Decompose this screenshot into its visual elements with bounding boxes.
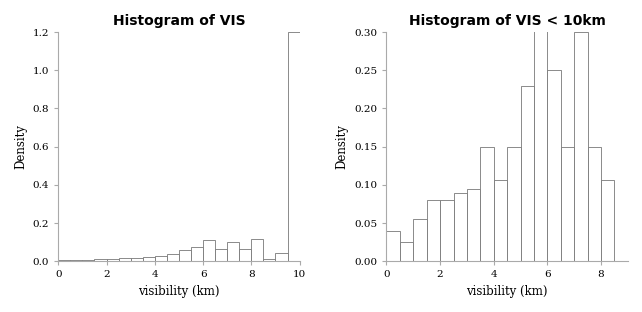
Bar [119, 258, 131, 261]
Bar [400, 242, 413, 261]
X-axis label: visibility (km): visibility (km) [466, 285, 548, 298]
Bar [548, 70, 560, 261]
Bar [507, 147, 521, 261]
Bar [453, 193, 467, 261]
Bar [560, 147, 574, 261]
Bar [534, 24, 548, 261]
Bar [427, 200, 440, 261]
Bar [521, 85, 534, 261]
Bar [227, 242, 239, 261]
Bar [155, 256, 167, 261]
Bar [131, 258, 143, 261]
Bar [587, 147, 601, 261]
Bar [94, 259, 107, 261]
Y-axis label: Density: Density [14, 124, 27, 169]
Bar [288, 32, 300, 261]
Bar [191, 247, 203, 261]
Bar [480, 147, 494, 261]
Bar [574, 32, 587, 261]
Bar [179, 250, 191, 261]
Bar [107, 259, 119, 261]
Bar [413, 219, 427, 261]
X-axis label: visibility (km): visibility (km) [138, 285, 220, 298]
Bar [215, 249, 227, 261]
Y-axis label: Density: Density [336, 124, 349, 169]
Bar [386, 231, 400, 261]
Bar [601, 180, 614, 261]
Bar [143, 257, 155, 261]
Bar [252, 239, 263, 261]
Bar [203, 240, 215, 261]
Bar [58, 260, 71, 261]
Title: Histogram of VIS < 10km: Histogram of VIS < 10km [409, 14, 605, 28]
Bar [167, 254, 179, 261]
Bar [71, 260, 82, 261]
Bar [239, 249, 252, 261]
Bar [440, 200, 453, 261]
Bar [275, 253, 288, 261]
Bar [494, 180, 507, 261]
Title: Histogram of VIS: Histogram of VIS [112, 14, 245, 28]
Bar [82, 260, 94, 261]
Bar [263, 259, 275, 261]
Bar [467, 189, 480, 261]
